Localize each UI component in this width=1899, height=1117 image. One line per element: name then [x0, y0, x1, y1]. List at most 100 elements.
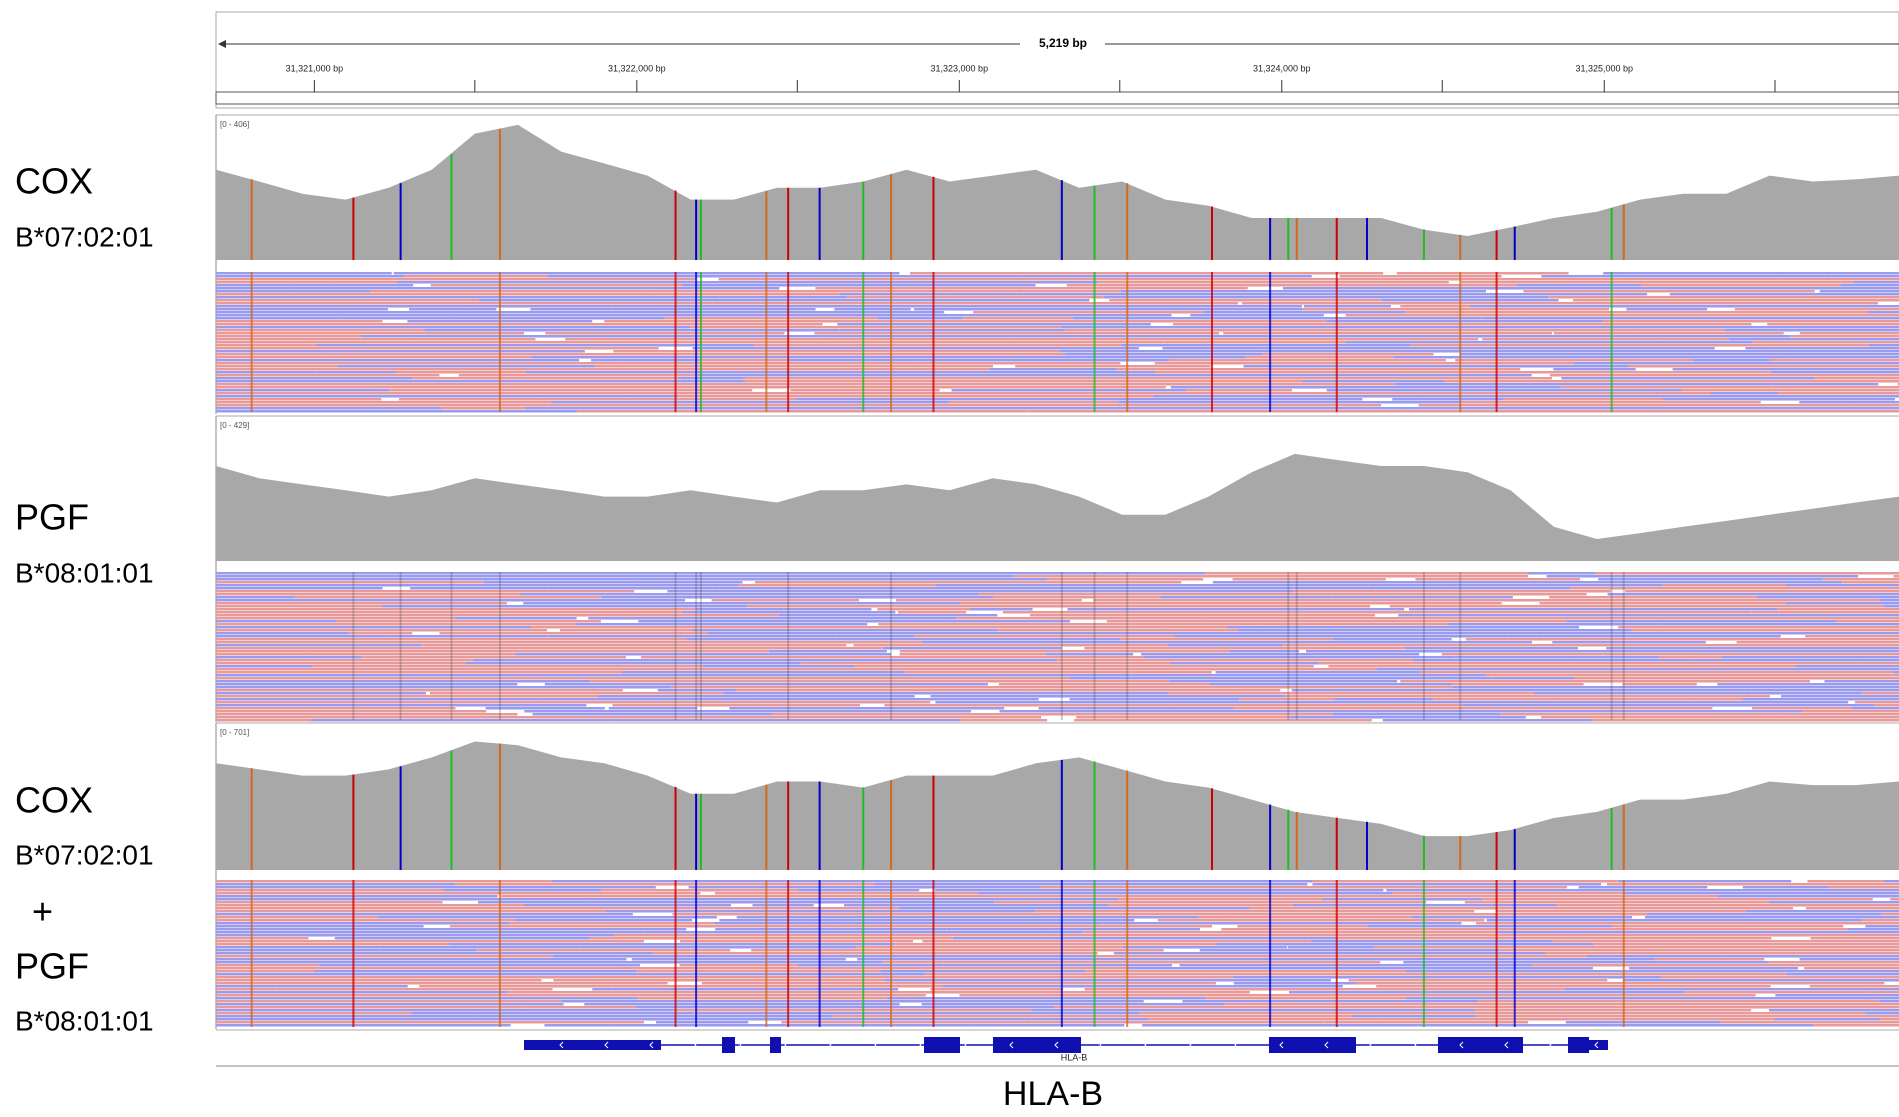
read	[844, 668, 1194, 671]
read	[774, 404, 1161, 407]
read	[1154, 362, 1574, 365]
read	[216, 662, 466, 665]
read	[989, 368, 1117, 371]
variant-line	[1495, 230, 1498, 260]
read	[719, 919, 804, 922]
read	[998, 683, 1211, 686]
tick-label: 31,323,000 bp	[931, 63, 989, 73]
coverage	[216, 124, 1899, 261]
read	[1851, 707, 1899, 710]
variant-line	[1126, 770, 1129, 870]
read	[823, 335, 1073, 338]
read	[1495, 910, 1747, 913]
read	[678, 395, 1153, 398]
read	[216, 698, 542, 701]
read	[1507, 907, 1794, 910]
ruler-bar	[215, 91, 1899, 105]
gene-track-label: HLA-B	[1061, 1052, 1088, 1062]
read	[910, 272, 1384, 275]
read	[1204, 572, 1528, 575]
read	[1120, 638, 1334, 641]
read-variant	[498, 572, 501, 720]
read	[1482, 338, 1730, 341]
read	[216, 623, 576, 626]
read	[396, 281, 627, 284]
variant-line	[1287, 217, 1290, 260]
read	[216, 392, 541, 395]
read	[276, 985, 408, 988]
read	[550, 401, 949, 404]
read	[589, 680, 885, 683]
read	[951, 389, 1186, 392]
read	[738, 584, 936, 587]
read	[1039, 886, 1431, 889]
read	[216, 988, 553, 991]
read	[1503, 398, 1663, 401]
read-variant	[250, 880, 253, 1027]
read	[1282, 644, 1522, 647]
read	[552, 955, 622, 958]
read	[1768, 961, 1899, 964]
read	[216, 916, 378, 919]
read	[1801, 710, 1899, 713]
read	[1224, 1003, 1559, 1006]
read	[476, 949, 731, 952]
read	[216, 635, 390, 638]
read-variant	[1513, 880, 1516, 1027]
read	[708, 632, 836, 635]
read	[973, 311, 1203, 314]
read	[1047, 578, 1204, 581]
read	[922, 940, 1311, 943]
read	[1346, 895, 1623, 898]
read-variant	[1622, 572, 1625, 720]
strand-chevron	[694, 1041, 699, 1049]
read	[216, 620, 337, 623]
read-variant	[1422, 572, 1425, 720]
read	[216, 982, 397, 985]
read	[1508, 632, 1899, 635]
read	[1774, 946, 1899, 949]
read	[701, 982, 895, 985]
read	[1813, 1024, 1899, 1027]
read	[1064, 329, 1484, 332]
read	[1641, 284, 1841, 287]
read	[1168, 692, 1534, 695]
read-variant	[1093, 572, 1096, 720]
read	[1263, 347, 1715, 350]
read	[606, 910, 803, 913]
read	[1232, 578, 1386, 581]
read	[1499, 949, 1899, 952]
sample-label: COX	[15, 161, 93, 202]
read	[1348, 979, 1608, 982]
read	[509, 922, 715, 925]
read	[216, 398, 382, 401]
read	[216, 611, 683, 614]
read	[216, 1012, 412, 1015]
strand-chevron	[1324, 1041, 1329, 1049]
read	[1170, 386, 1561, 389]
read	[1879, 599, 1899, 602]
read-variant	[674, 272, 677, 412]
read	[1324, 1021, 1528, 1024]
sample-label: PGF	[15, 497, 89, 538]
variant-line	[1093, 185, 1096, 260]
read	[1684, 991, 1870, 994]
read	[591, 359, 700, 362]
read-variant	[674, 880, 677, 1027]
read	[952, 937, 1338, 940]
read	[1523, 311, 1868, 314]
read	[667, 590, 942, 593]
read	[1857, 1009, 1899, 1012]
read	[216, 665, 313, 668]
read-variant	[890, 572, 893, 720]
read	[592, 988, 899, 991]
read	[1751, 611, 1899, 614]
read	[1291, 689, 1745, 692]
read	[1093, 599, 1359, 602]
exon	[1438, 1037, 1523, 1053]
read	[1607, 883, 1899, 886]
read	[1053, 1006, 1495, 1009]
read	[1774, 314, 1899, 317]
read	[1805, 635, 1899, 638]
span-arrow	[218, 40, 226, 48]
